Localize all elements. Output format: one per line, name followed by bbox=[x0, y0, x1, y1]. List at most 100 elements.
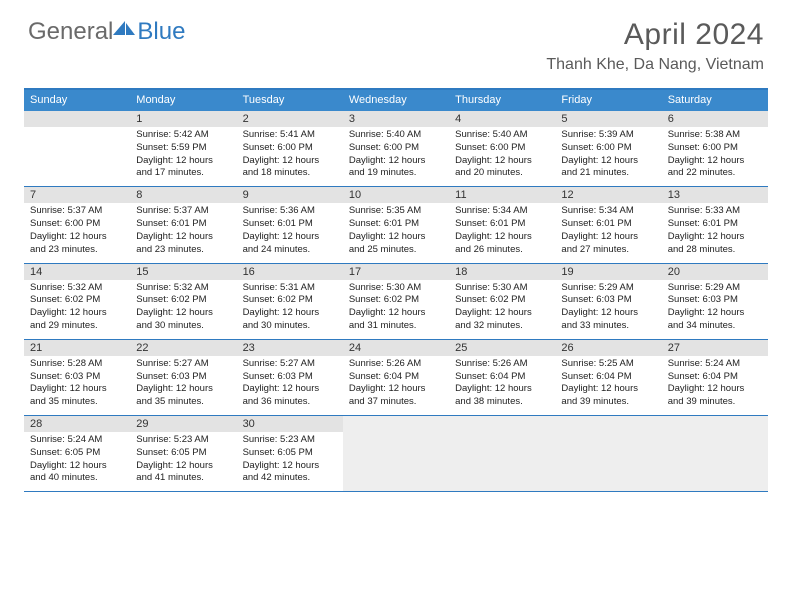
sunset-text: Sunset: 6:04 PM bbox=[561, 371, 655, 384]
dow-monday: Monday bbox=[130, 90, 236, 111]
day-detail: Sunrise: 5:34 AMSunset: 6:01 PMDaylight:… bbox=[555, 203, 661, 262]
day-number: 28 bbox=[24, 416, 130, 432]
day-detail: Sunrise: 5:25 AMSunset: 6:04 PMDaylight:… bbox=[555, 356, 661, 415]
dow-tuesday: Tuesday bbox=[237, 90, 343, 111]
sunrise-text: Sunrise: 5:41 AM bbox=[243, 129, 337, 142]
daylight-text: Daylight: 12 hours and 17 minutes. bbox=[136, 155, 230, 181]
day-number: 22 bbox=[130, 340, 236, 356]
sunset-text: Sunset: 6:02 PM bbox=[136, 294, 230, 307]
sunset-text: Sunset: 6:03 PM bbox=[136, 371, 230, 384]
daylight-text: Daylight: 12 hours and 23 minutes. bbox=[136, 231, 230, 257]
sunset-text: Sunset: 6:05 PM bbox=[136, 447, 230, 460]
sunrise-text: Sunrise: 5:42 AM bbox=[136, 129, 230, 142]
day-number: 10 bbox=[343, 187, 449, 203]
daylight-text: Daylight: 12 hours and 19 minutes. bbox=[349, 155, 443, 181]
daynum-row: 14151617181920 bbox=[24, 264, 768, 280]
day-detail: Sunrise: 5:27 AMSunset: 6:03 PMDaylight:… bbox=[130, 356, 236, 415]
daylight-text: Daylight: 12 hours and 35 minutes. bbox=[136, 383, 230, 409]
day-number: 16 bbox=[237, 264, 343, 280]
daylight-text: Daylight: 12 hours and 26 minutes. bbox=[455, 231, 549, 257]
dow-sunday: Sunday bbox=[24, 90, 130, 111]
day-detail bbox=[343, 432, 449, 491]
sunrise-text: Sunrise: 5:33 AM bbox=[668, 205, 762, 218]
daynum-row: 21222324252627 bbox=[24, 340, 768, 356]
day-number: 6 bbox=[662, 111, 768, 127]
dow-thursday: Thursday bbox=[449, 90, 555, 111]
day-detail: Sunrise: 5:42 AMSunset: 5:59 PMDaylight:… bbox=[130, 127, 236, 186]
week-4: 282930Sunrise: 5:24 AMSunset: 6:05 PMDay… bbox=[24, 416, 768, 492]
daylight-text: Daylight: 12 hours and 29 minutes. bbox=[30, 307, 124, 333]
day-number: 30 bbox=[237, 416, 343, 432]
day-detail: Sunrise: 5:28 AMSunset: 6:03 PMDaylight:… bbox=[24, 356, 130, 415]
day-number bbox=[662, 416, 768, 432]
dow-friday: Friday bbox=[555, 90, 661, 111]
sunset-text: Sunset: 6:02 PM bbox=[243, 294, 337, 307]
detail-row: Sunrise: 5:24 AMSunset: 6:05 PMDaylight:… bbox=[24, 432, 768, 492]
sunset-text: Sunset: 6:01 PM bbox=[136, 218, 230, 231]
daylight-text: Daylight: 12 hours and 22 minutes. bbox=[668, 155, 762, 181]
detail-row: Sunrise: 5:42 AMSunset: 5:59 PMDaylight:… bbox=[24, 127, 768, 187]
sunset-text: Sunset: 6:00 PM bbox=[243, 142, 337, 155]
daylight-text: Daylight: 12 hours and 39 minutes. bbox=[561, 383, 655, 409]
sunrise-text: Sunrise: 5:29 AM bbox=[668, 282, 762, 295]
sunset-text: Sunset: 6:03 PM bbox=[243, 371, 337, 384]
day-detail: Sunrise: 5:29 AMSunset: 6:03 PMDaylight:… bbox=[555, 280, 661, 339]
daynum-row: 78910111213 bbox=[24, 187, 768, 203]
month-title: April 2024 bbox=[546, 18, 764, 52]
sunrise-text: Sunrise: 5:34 AM bbox=[455, 205, 549, 218]
daynum-row: 282930 bbox=[24, 416, 768, 432]
day-detail: Sunrise: 5:41 AMSunset: 6:00 PMDaylight:… bbox=[237, 127, 343, 186]
day-detail: Sunrise: 5:23 AMSunset: 6:05 PMDaylight:… bbox=[237, 432, 343, 491]
daylight-text: Daylight: 12 hours and 24 minutes. bbox=[243, 231, 337, 257]
daylight-text: Daylight: 12 hours and 30 minutes. bbox=[243, 307, 337, 333]
sunrise-text: Sunrise: 5:36 AM bbox=[243, 205, 337, 218]
sunset-text: Sunset: 6:02 PM bbox=[30, 294, 124, 307]
sunset-text: Sunset: 6:01 PM bbox=[668, 218, 762, 231]
title-block: April 2024 Thanh Khe, Da Nang, Vietnam bbox=[546, 18, 764, 74]
daylight-text: Daylight: 12 hours and 37 minutes. bbox=[349, 383, 443, 409]
sunrise-text: Sunrise: 5:34 AM bbox=[561, 205, 655, 218]
sunrise-text: Sunrise: 5:37 AM bbox=[136, 205, 230, 218]
day-detail: Sunrise: 5:29 AMSunset: 6:03 PMDaylight:… bbox=[662, 280, 768, 339]
day-number: 3 bbox=[343, 111, 449, 127]
sunset-text: Sunset: 6:03 PM bbox=[30, 371, 124, 384]
daylight-text: Daylight: 12 hours and 27 minutes. bbox=[561, 231, 655, 257]
day-detail bbox=[449, 432, 555, 491]
day-number: 4 bbox=[449, 111, 555, 127]
sunset-text: Sunset: 6:00 PM bbox=[455, 142, 549, 155]
day-number: 2 bbox=[237, 111, 343, 127]
sunset-text: Sunset: 6:00 PM bbox=[668, 142, 762, 155]
day-detail: Sunrise: 5:30 AMSunset: 6:02 PMDaylight:… bbox=[449, 280, 555, 339]
day-detail bbox=[24, 127, 130, 186]
day-detail: Sunrise: 5:40 AMSunset: 6:00 PMDaylight:… bbox=[449, 127, 555, 186]
day-number: 19 bbox=[555, 264, 661, 280]
daylight-text: Daylight: 12 hours and 38 minutes. bbox=[455, 383, 549, 409]
daylight-text: Daylight: 12 hours and 21 minutes. bbox=[561, 155, 655, 181]
sunrise-text: Sunrise: 5:40 AM bbox=[349, 129, 443, 142]
sunset-text: Sunset: 6:03 PM bbox=[668, 294, 762, 307]
day-detail: Sunrise: 5:37 AMSunset: 6:01 PMDaylight:… bbox=[130, 203, 236, 262]
dow-wednesday: Wednesday bbox=[343, 90, 449, 111]
sunrise-text: Sunrise: 5:23 AM bbox=[136, 434, 230, 447]
daylight-text: Daylight: 12 hours and 18 minutes. bbox=[243, 155, 337, 181]
day-detail: Sunrise: 5:32 AMSunset: 6:02 PMDaylight:… bbox=[24, 280, 130, 339]
day-detail: Sunrise: 5:24 AMSunset: 6:04 PMDaylight:… bbox=[662, 356, 768, 415]
week-2: 14151617181920Sunrise: 5:32 AMSunset: 6:… bbox=[24, 264, 768, 340]
sunset-text: Sunset: 6:02 PM bbox=[349, 294, 443, 307]
sunset-text: Sunset: 6:01 PM bbox=[349, 218, 443, 231]
day-number: 20 bbox=[662, 264, 768, 280]
detail-row: Sunrise: 5:32 AMSunset: 6:02 PMDaylight:… bbox=[24, 280, 768, 340]
day-detail: Sunrise: 5:34 AMSunset: 6:01 PMDaylight:… bbox=[449, 203, 555, 262]
sunrise-text: Sunrise: 5:23 AM bbox=[243, 434, 337, 447]
day-detail bbox=[662, 432, 768, 491]
sunset-text: Sunset: 6:03 PM bbox=[561, 294, 655, 307]
sunrise-text: Sunrise: 5:30 AM bbox=[349, 282, 443, 295]
day-detail: Sunrise: 5:26 AMSunset: 6:04 PMDaylight:… bbox=[343, 356, 449, 415]
daynum-row: 123456 bbox=[24, 111, 768, 127]
day-number: 13 bbox=[662, 187, 768, 203]
day-number: 8 bbox=[130, 187, 236, 203]
day-number: 27 bbox=[662, 340, 768, 356]
detail-row: Sunrise: 5:37 AMSunset: 6:00 PMDaylight:… bbox=[24, 203, 768, 263]
day-detail: Sunrise: 5:38 AMSunset: 6:00 PMDaylight:… bbox=[662, 127, 768, 186]
sunrise-text: Sunrise: 5:37 AM bbox=[30, 205, 124, 218]
